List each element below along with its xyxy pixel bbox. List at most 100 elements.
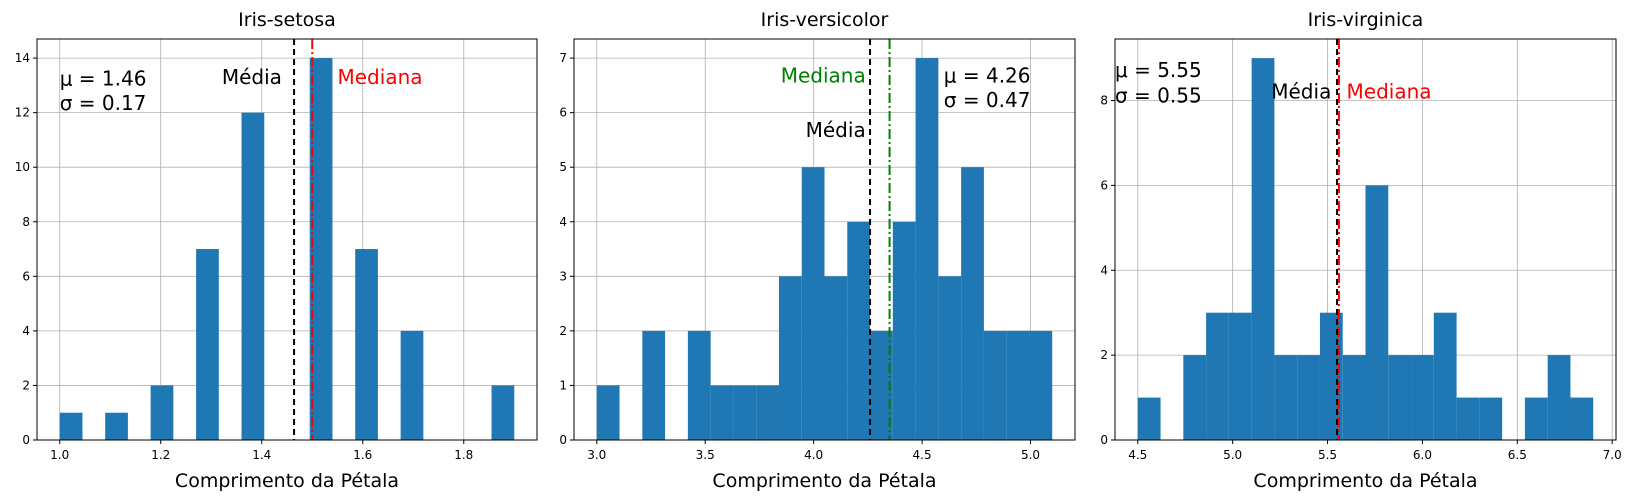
axes-frame xyxy=(573,38,1076,441)
histogram-bar xyxy=(642,330,666,440)
x-tick-label: 6.5 xyxy=(1508,448,1527,462)
y-tick-label: 8 xyxy=(22,215,30,229)
y-tick-label: 0 xyxy=(1100,433,1108,447)
histogram-bar xyxy=(1137,397,1161,440)
histogram-bar xyxy=(733,385,757,440)
histogram-bar xyxy=(596,385,620,440)
annotation-text: σ = 0.47 xyxy=(944,88,1031,112)
y-tick-label: 12 xyxy=(15,106,30,120)
histogram-bar xyxy=(847,221,871,440)
plot-area xyxy=(37,39,537,440)
annotation-text: Mediana xyxy=(338,65,423,89)
x-tick-label: 4.0 xyxy=(804,448,823,462)
histogram-bar xyxy=(1456,397,1480,440)
subplot-1: 1.0 1.2 1.4 1.6 1.8 0 2 4 6 8 10 12 14 Iris-setosa Com… xyxy=(15,9,538,492)
histogram-bar xyxy=(59,412,83,440)
x-tick-label: 1.6 xyxy=(353,448,372,462)
histogram-bar xyxy=(915,58,939,440)
histogram-bar xyxy=(1365,185,1389,440)
x-tick-label: 6.0 xyxy=(1413,448,1432,462)
x-tick-label: 1.8 xyxy=(454,448,473,462)
x-tick-label: 3.5 xyxy=(696,448,715,462)
y-tick-label: 2 xyxy=(22,378,30,392)
histogram-bar xyxy=(105,412,128,440)
histogram-bar xyxy=(824,276,848,440)
y-tick-label: 6 xyxy=(559,106,567,120)
x-tick-label: 7.0 xyxy=(1603,448,1622,462)
histogram-bar xyxy=(1228,312,1252,440)
y-tick-label: 14 xyxy=(15,51,30,65)
subplot-2: 3.0 3.5 4.0 4.5 5.0 0 1 2 3 4 5 6 7 Iris-versicolor Co… xyxy=(559,9,1076,492)
annotation-text: σ = 0.17 xyxy=(60,91,147,115)
x-tick-label: 1.4 xyxy=(252,448,271,462)
y-tick-label: 6 xyxy=(22,269,30,283)
y-tick-label: 8 xyxy=(1100,94,1108,108)
y-tick-label: 0 xyxy=(22,433,30,447)
subplot-title: Iris-virginica xyxy=(1308,9,1424,31)
y-tick-label: 4 xyxy=(22,324,30,338)
histogram-bar xyxy=(938,276,962,440)
histogram-bar xyxy=(1433,312,1457,440)
histogram-bar xyxy=(1479,397,1503,440)
x-tick-label: 5.5 xyxy=(1318,448,1337,462)
histogram-bar xyxy=(1388,355,1412,440)
x-axis-label: Comprimento da Pétala xyxy=(175,470,399,492)
histogram-bar xyxy=(1183,355,1207,440)
y-tick-label: 3 xyxy=(559,269,567,283)
y-tick-label: 2 xyxy=(559,324,567,338)
histogram-bar xyxy=(1251,58,1275,440)
annotation-text: Mediana xyxy=(781,64,866,88)
annotation-text: σ = 0.55 xyxy=(1115,84,1202,108)
y-tick-label: 0 xyxy=(559,433,567,447)
histogram-bar xyxy=(400,330,424,440)
y-tick-label: 4 xyxy=(1100,263,1108,277)
y-tick-label: 4 xyxy=(559,215,567,229)
annotation-text: μ = 5.55 xyxy=(1115,58,1202,82)
histogram-bar xyxy=(1411,355,1434,440)
histogram-bar xyxy=(491,385,515,440)
x-tick-label: 1.2 xyxy=(151,448,170,462)
subplot-title: Iris-versicolor xyxy=(761,9,889,31)
subplot-3: 4.5 5.0 5.5 6.0 6.5 7.0 0 2 4 6 8 Iris-virginica Com… xyxy=(1100,9,1621,492)
annotation-text: μ = 4.26 xyxy=(944,64,1031,88)
annotation-text: μ = 1.46 xyxy=(60,66,147,90)
histogram-bar xyxy=(1006,330,1030,440)
histogram-bar xyxy=(1029,330,1053,440)
histogram-bar xyxy=(710,385,734,440)
annotation-text: Média xyxy=(1271,79,1331,103)
histogram-bar xyxy=(1342,355,1366,440)
x-tick-label: 5.0 xyxy=(1021,448,1040,462)
y-tick-label: 6 xyxy=(1100,178,1108,192)
axes-frame xyxy=(1114,38,1617,441)
histogram-bar xyxy=(801,167,825,441)
histogram-bar xyxy=(196,249,219,440)
histogram-bar xyxy=(983,330,1007,440)
annotation-text: Média xyxy=(806,118,866,142)
x-tick-label: 3.0 xyxy=(587,448,606,462)
x-tick-label: 1.0 xyxy=(50,448,69,462)
x-tick-label: 4.5 xyxy=(1128,448,1147,462)
subplot-title: Iris-setosa xyxy=(238,9,336,31)
y-tick-label: 10 xyxy=(15,160,30,174)
histogram-bar xyxy=(1297,355,1320,440)
annotation-text: Mediana xyxy=(1347,79,1432,103)
annotation-text: Média xyxy=(222,65,282,89)
histogram-bar xyxy=(778,276,802,440)
histogram-bar xyxy=(687,330,711,440)
histogram-bar xyxy=(309,58,333,440)
x-axis-label: Comprimento da Pétala xyxy=(712,470,936,492)
histogram-bar xyxy=(1206,312,1229,440)
x-tick-label: 5.0 xyxy=(1223,448,1242,462)
histogram-bar xyxy=(241,112,265,440)
histogram-bar xyxy=(150,385,174,440)
histogram-bar xyxy=(870,330,893,440)
histogram-bar xyxy=(961,167,984,441)
x-tick-label: 4.5 xyxy=(913,448,932,462)
histogram-bar xyxy=(756,385,779,440)
histogram-bar xyxy=(892,221,916,440)
axes-frame xyxy=(36,38,538,441)
histogram-bar xyxy=(1570,397,1594,440)
histogram-bar xyxy=(1524,397,1548,440)
histogram-bar xyxy=(1274,355,1298,440)
